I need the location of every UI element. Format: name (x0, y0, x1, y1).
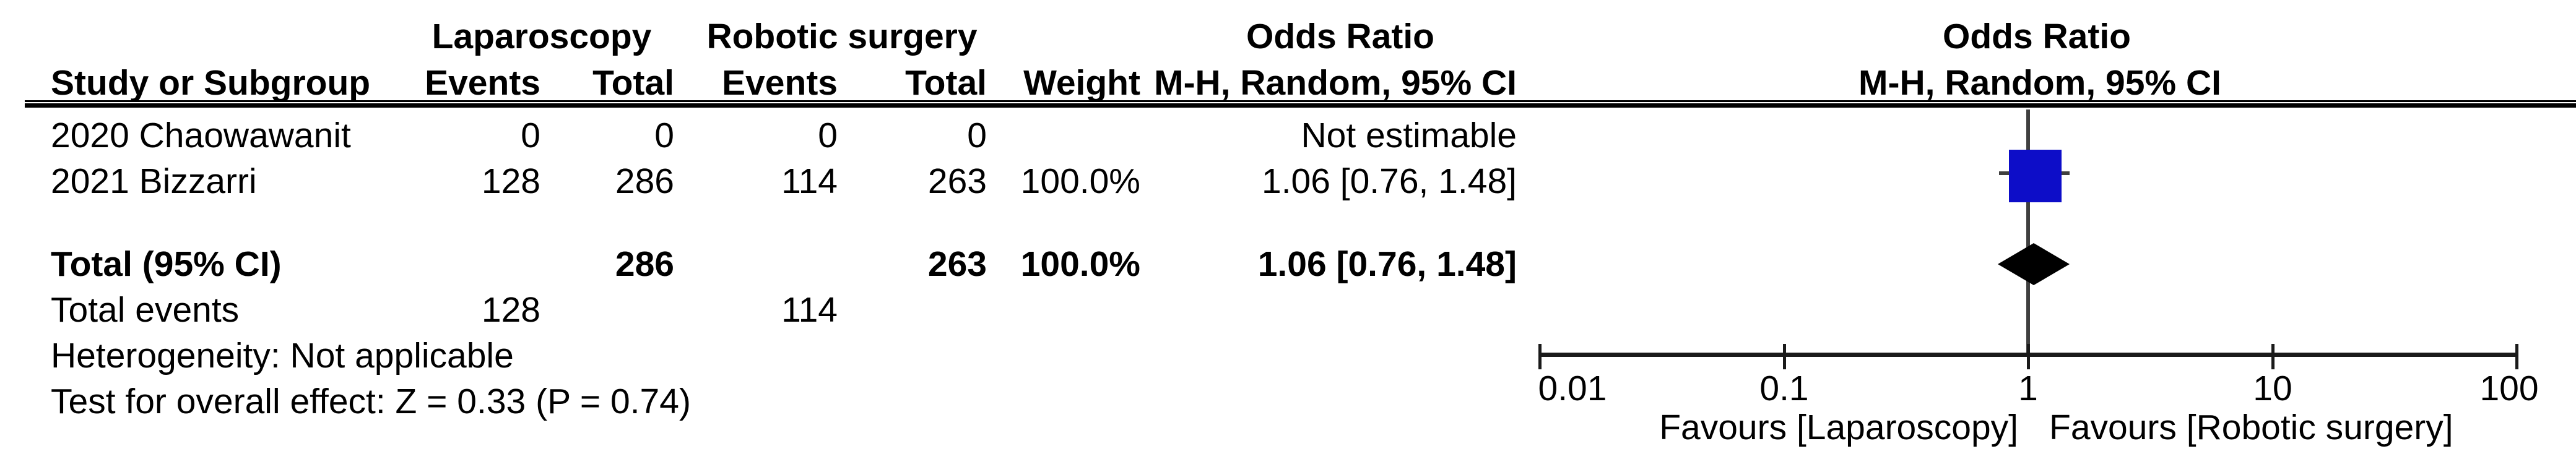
x-tick-10 (2271, 344, 2275, 369)
total-rob-total: 263 (927, 244, 987, 284)
cell-weight: 100.0% (1020, 161, 1140, 201)
column-group-robotic: Robotic surgery (706, 17, 978, 56)
x-tick-100 (2515, 344, 2518, 369)
favours-right-label: Favours [Robotic surgery] (2049, 408, 2453, 447)
cell-or-ci: 1.06 [0.76, 1.48] (1262, 161, 1517, 201)
cell-events2: 114 (781, 161, 838, 201)
header-mh-random-ci: M-H, Random, 95% CI (1154, 63, 1517, 103)
header-study-or-subgroup: Study or Subgroup (51, 63, 371, 103)
header-lap-events: Events (425, 63, 540, 103)
cell-events1: 0 (521, 116, 540, 155)
x-tick-0.01 (1538, 344, 1542, 369)
total-weight: 100.0% (1020, 244, 1140, 284)
heterogeneity-text: Heterogeneity: Not applicable (51, 336, 514, 375)
total-label: Total (95% CI) (51, 244, 282, 284)
null-effect-line (2026, 109, 2030, 354)
x-tick-label-0.01: 0.01 (1538, 369, 1607, 408)
header-lap-total: Total (592, 63, 674, 103)
cell-total1: 0 (654, 116, 674, 155)
header-rule-thin (25, 100, 2576, 102)
study-name: 2021 Bizzarri (51, 161, 257, 201)
header-rob-total: Total (905, 63, 987, 103)
header-rob-events: Events (722, 63, 838, 103)
total-lap-total: 286 (615, 244, 674, 284)
favours-left-label: Favours [Laparoscopy] (1659, 408, 2018, 447)
cell-or-ci: Not estimable (1301, 116, 1517, 155)
odds-ratio-plot-title: Odds Ratio (1942, 17, 2131, 56)
total-or-ci: 1.06 [0.76, 1.48] (1257, 244, 1517, 284)
header-rule-thick (25, 103, 2576, 108)
odds-ratio-column-title: Odds Ratio (1246, 17, 1434, 56)
x-tick-label-0.1: 0.1 (1759, 369, 1809, 408)
x-tick-label-1: 1 (2018, 369, 2038, 408)
column-group-laparoscopy: Laparoscopy (432, 17, 652, 56)
x-tick-label-100: 100 (2479, 369, 2539, 408)
x-tick-1 (2027, 344, 2030, 369)
x-tick-label-10: 10 (2253, 369, 2292, 408)
total-events-rob: 114 (781, 290, 838, 330)
study-name: 2020 Chaowawanit (51, 116, 351, 155)
overall-effect-text: Test for overall effect: Z = 0.33 (P = 0… (51, 382, 691, 421)
header-mh-random-ci-plot: M-H, Random, 95% CI (1858, 63, 2221, 103)
cell-events2: 0 (818, 116, 838, 155)
cell-total2: 0 (967, 116, 987, 155)
header-weight: Weight (1023, 63, 1140, 103)
cell-total2: 263 (927, 161, 987, 201)
cell-events1: 128 (481, 161, 540, 201)
total-events-label: Total events (51, 290, 240, 330)
total-events-lap: 128 (481, 290, 540, 330)
study-marker-square-bizzarri (2009, 150, 2062, 202)
cell-total1: 286 (615, 161, 674, 201)
x-tick-0.1 (1783, 344, 1786, 369)
pooled-diamond (1998, 243, 2070, 285)
